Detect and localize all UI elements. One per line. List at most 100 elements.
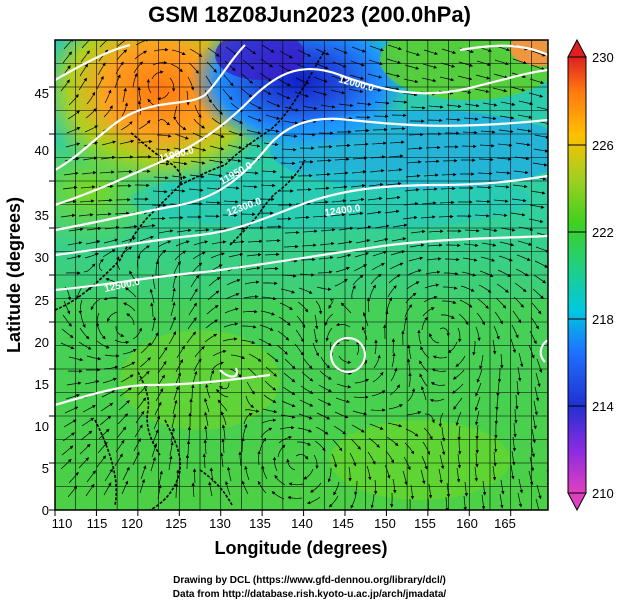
streamline-arrow bbox=[312, 90, 328, 96]
streamline-arrow bbox=[511, 450, 516, 466]
streamline-arrow bbox=[242, 59, 255, 70]
streamline-arrow bbox=[225, 172, 241, 177]
streamline-arrow bbox=[116, 426, 127, 439]
streamline-arrow bbox=[369, 169, 385, 173]
streamline-arrow bbox=[286, 458, 296, 471]
streamline-arrow bbox=[475, 199, 491, 204]
streamline-arrow bbox=[430, 382, 446, 386]
streamline-arrow bbox=[309, 482, 322, 493]
streamline-arrow bbox=[209, 145, 225, 151]
streamline-arrow bbox=[513, 296, 524, 308]
streamline-arrow bbox=[331, 75, 346, 82]
streamline-arrow bbox=[348, 88, 364, 94]
streamline-arrow bbox=[68, 227, 84, 232]
streamline-arrow bbox=[547, 330, 548, 331]
streamline-arrow bbox=[367, 196, 383, 201]
streamline-arrow bbox=[497, 367, 502, 383]
streamline-arrow bbox=[157, 360, 167, 374]
streamline-arrow bbox=[122, 87, 127, 103]
streamline-arrow bbox=[207, 173, 223, 178]
streamline-arrow bbox=[175, 240, 190, 247]
streamline-arrow bbox=[62, 432, 75, 442]
streamline-arrow bbox=[533, 274, 547, 284]
streamline-arrow bbox=[207, 47, 220, 57]
streamline-arrow bbox=[284, 230, 300, 235]
streamline-arrow bbox=[115, 325, 125, 337]
streamline-arrow bbox=[316, 286, 332, 291]
streamline-arrow bbox=[189, 48, 203, 58]
streamline-arrow bbox=[66, 381, 82, 386]
streamline-arrow bbox=[137, 100, 142, 116]
y-tick-labels: 0 5 10 15 20 25 30 35 40 45 bbox=[35, 86, 49, 518]
streamline-arrow bbox=[440, 314, 455, 319]
streamline-arrow bbox=[417, 329, 422, 345]
streamline-arrow bbox=[194, 346, 205, 358]
streamline-arrow bbox=[78, 213, 94, 217]
streamline-arrow bbox=[261, 44, 275, 53]
streamline-arrow bbox=[402, 470, 408, 486]
streamline-arrow bbox=[192, 468, 197, 484]
streamline-arrow bbox=[446, 482, 451, 498]
streamline-arrow bbox=[334, 157, 350, 161]
streamline-arrow bbox=[104, 354, 120, 358]
y-tick-label: 35 bbox=[35, 208, 49, 223]
streamline-arrow bbox=[216, 388, 229, 398]
streamline-arrow bbox=[174, 133, 189, 140]
colorbar-tick-label: 230 bbox=[592, 50, 614, 65]
streamline-arrow bbox=[262, 156, 278, 160]
streamline-arrow bbox=[549, 190, 563, 193]
streamline-arrow bbox=[65, 142, 81, 148]
streamline-arrow bbox=[155, 388, 164, 402]
streamline-arrow bbox=[370, 155, 386, 159]
y-tick-label: 30 bbox=[35, 250, 49, 265]
streamline-arrow bbox=[258, 338, 272, 347]
streamline-arrow bbox=[551, 162, 565, 165]
x-tick-label: 165 bbox=[494, 516, 516, 531]
streamline-arrow bbox=[313, 200, 329, 204]
streamline-arrow bbox=[515, 394, 519, 410]
streamline-arrow bbox=[175, 119, 187, 131]
streamline-arrow bbox=[340, 302, 352, 314]
streamline-arrow bbox=[530, 64, 545, 71]
streamline-arrow bbox=[481, 116, 497, 121]
streamline-arrow bbox=[512, 310, 522, 324]
streamline-arrow bbox=[66, 254, 82, 260]
streamline-arrow bbox=[194, 104, 202, 119]
streamline-arrow bbox=[419, 360, 429, 373]
streamline-arrow bbox=[315, 300, 323, 315]
streamline-arrow bbox=[274, 474, 286, 486]
streamline-arrow bbox=[482, 102, 498, 107]
streamline-arrow bbox=[500, 101, 516, 106]
streamline-arrow bbox=[261, 418, 277, 424]
streamline-arrow bbox=[221, 424, 226, 440]
streamline-arrow bbox=[219, 382, 230, 390]
streamline-arrow bbox=[351, 170, 367, 174]
streamline-arrow bbox=[137, 384, 148, 396]
streamline-arrow bbox=[153, 176, 169, 180]
streamline-arrow bbox=[517, 240, 533, 246]
streamline-arrow bbox=[266, 100, 281, 108]
streamline-arrow bbox=[123, 302, 136, 312]
streamline-arrow bbox=[518, 100, 534, 106]
streamline-arrow bbox=[204, 333, 218, 343]
colorbar-top-triangle bbox=[567, 38, 587, 58]
streamline-arrow bbox=[299, 399, 314, 407]
streamline-arrow bbox=[440, 186, 456, 191]
streamline-arrow bbox=[84, 125, 99, 133]
x-tick-label: 110 bbox=[52, 516, 73, 531]
streamline-arrow bbox=[138, 245, 151, 256]
streamline-arrow bbox=[150, 302, 154, 318]
streamline-arrow bbox=[515, 268, 529, 277]
streamline-arrow bbox=[374, 339, 378, 355]
streamline-arrow bbox=[100, 402, 114, 412]
streamline-arrow bbox=[103, 482, 112, 496]
streamline-arrow bbox=[205, 201, 221, 205]
streamline-arrow bbox=[297, 441, 312, 446]
streamline-arrow bbox=[118, 400, 130, 411]
streamline-arrow bbox=[500, 227, 516, 232]
streamline-arrow bbox=[475, 74, 491, 80]
streamline-arrow bbox=[517, 114, 533, 119]
streamline-arrow bbox=[242, 185, 258, 189]
streamline-arrow bbox=[388, 404, 403, 410]
